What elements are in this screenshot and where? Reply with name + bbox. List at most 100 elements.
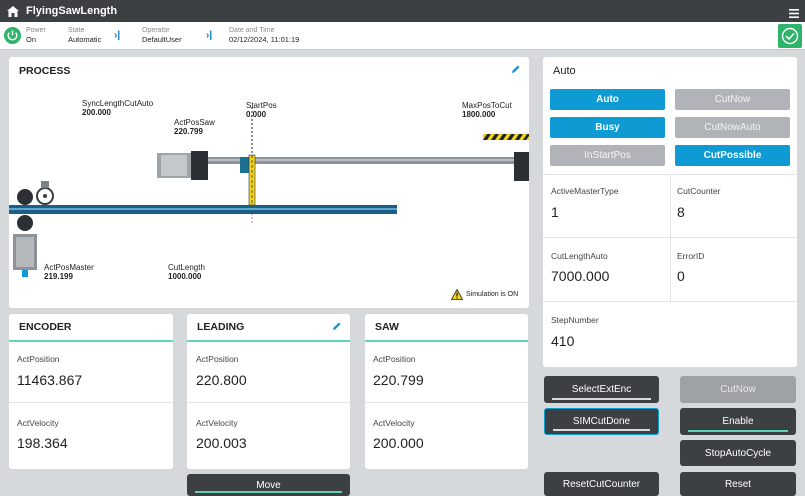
stop-auto-cycle-button[interactable]: StopAutoCycle bbox=[680, 440, 796, 466]
saw-position-value: 220.799 bbox=[373, 372, 424, 388]
sync-length-value: 200.000 bbox=[82, 108, 111, 117]
cut-length-auto-value: 7000.000 bbox=[551, 268, 610, 284]
act-pos-saw-readout: ActPosSaw 220.799 bbox=[174, 118, 215, 136]
encoder-position-value: 11463.867 bbox=[17, 372, 83, 388]
encoder-header: ENCODER bbox=[9, 314, 173, 342]
power-icon bbox=[4, 27, 21, 44]
state-value: Automatic bbox=[68, 35, 102, 44]
datetime-field: Date and Time 02/12/2024, 11:01:19 bbox=[229, 26, 299, 44]
datetime-label: Date and Time bbox=[229, 27, 275, 34]
sync-length-readout: SyncLengthCutAuto 200.000 bbox=[82, 99, 153, 117]
saw-drive bbox=[191, 151, 208, 180]
max-pos-readout: MaxPosToCut 1800.000 bbox=[462, 101, 512, 119]
reset-cut-counter-button[interactable]: ResetCutCounter bbox=[544, 472, 659, 496]
divider bbox=[365, 402, 528, 403]
cutnow-status-label: CutNow bbox=[714, 94, 751, 105]
act-pos-master-label: ActPosMaster bbox=[44, 263, 94, 272]
select-ext-enc-indicator bbox=[552, 398, 651, 400]
encoder-title: ENCODER bbox=[19, 321, 72, 333]
cut-now-label: CutNow bbox=[720, 384, 756, 395]
act-pos-saw-value: 220.799 bbox=[174, 127, 203, 136]
hamburger-menu-icon[interactable] bbox=[789, 5, 799, 23]
pencil-icon[interactable] bbox=[511, 64, 521, 77]
reset-label: Reset bbox=[724, 478, 752, 490]
cutnow-status: CutNow bbox=[675, 89, 790, 110]
max-pos-value: 1800.000 bbox=[462, 110, 496, 119]
leading-position-value: 220.800 bbox=[196, 372, 247, 388]
pencil-icon[interactable] bbox=[332, 321, 342, 334]
process-title: PROCESS bbox=[19, 65, 71, 77]
cutnowauto-status-label: CutNowAuto bbox=[704, 122, 761, 133]
saw-end-drive bbox=[514, 152, 529, 181]
divider bbox=[543, 237, 797, 238]
active-master-type-value: 1 bbox=[551, 204, 559, 220]
max-pos-label: MaxPosToCut bbox=[462, 101, 512, 110]
start-pos-value: 0.000 bbox=[246, 110, 267, 119]
step-number-label: StepNumber bbox=[551, 315, 599, 325]
operator-chevron-icon[interactable]: ›| bbox=[206, 30, 213, 41]
act-pos-master-readout: ActPosMaster 219.199 bbox=[44, 263, 94, 281]
select-ext-enc-button[interactable]: SelectExtEnc bbox=[544, 376, 659, 403]
busy-status: Busy bbox=[550, 117, 665, 138]
home-icon[interactable] bbox=[0, 5, 26, 17]
status-bar: Power On State Automatic ›| Operator Def… bbox=[0, 22, 805, 50]
leading-title: LEADING bbox=[197, 321, 245, 333]
auto-button[interactable]: Auto bbox=[550, 89, 665, 110]
saw-header: SAW bbox=[365, 314, 528, 342]
power-field: Power On bbox=[26, 26, 46, 44]
stop-auto-cycle-label: StopAutoCycle bbox=[704, 447, 772, 459]
move-indicator bbox=[195, 491, 342, 493]
divider bbox=[543, 301, 797, 302]
title-bar: FlyingSawLength bbox=[0, 0, 805, 22]
cut-length-value: 1000.000 bbox=[168, 272, 202, 281]
enable-label: Enable bbox=[722, 416, 754, 427]
process-panel: PROCESS SyncLengthCutAuto 200.00 bbox=[9, 57, 529, 308]
divider bbox=[187, 402, 350, 403]
state-field: State Automatic bbox=[68, 26, 101, 44]
auto-button-label: Auto bbox=[596, 94, 619, 105]
act-pos-master-value: 219.199 bbox=[44, 272, 73, 281]
encoder-velocity-label: ActVelocity bbox=[17, 418, 59, 428]
saw-position-label: ActPosition bbox=[373, 354, 416, 364]
status-ok-icon[interactable] bbox=[778, 24, 802, 48]
operator-label: Operator bbox=[142, 27, 170, 34]
warning-icon bbox=[451, 289, 463, 300]
state-label: State bbox=[68, 27, 85, 34]
sim-cut-done-label: SIMCutDone bbox=[572, 416, 631, 427]
upper-roller bbox=[17, 189, 33, 205]
simulation-indicator: Simulation is ON bbox=[451, 289, 518, 300]
sim-cut-done-indicator bbox=[553, 429, 650, 431]
max-pos-hazard-stripe bbox=[483, 134, 529, 140]
reset-button[interactable]: Reset bbox=[680, 472, 796, 496]
cut-counter-label: CutCounter bbox=[677, 186, 721, 196]
saw-panel: SAW ActPosition 220.799 ActVelocity 200.… bbox=[365, 314, 528, 469]
act-pos-saw-label: ActPosSaw bbox=[174, 118, 215, 127]
state-chevron-icon[interactable]: ›| bbox=[114, 30, 121, 41]
move-button[interactable]: Move bbox=[187, 474, 350, 496]
leading-velocity-label: ActVelocity bbox=[196, 418, 238, 428]
sync-length-label: SyncLengthCutAuto bbox=[82, 99, 154, 108]
operator-field: Operator DefaultUser bbox=[142, 26, 182, 44]
divider bbox=[9, 402, 173, 403]
auto-header: Auto bbox=[543, 57, 797, 85]
datetime-value: 02/12/2024, 11:01:19 bbox=[229, 35, 300, 44]
move-button-label: Move bbox=[256, 479, 281, 491]
enable-button[interactable]: Enable bbox=[680, 408, 796, 435]
operator-value: DefaultUser bbox=[142, 35, 182, 44]
saw-title: SAW bbox=[375, 321, 399, 333]
cutpossible-status-label: CutPossible bbox=[703, 150, 762, 161]
reset-cut-counter-label: ResetCutCounter bbox=[562, 478, 641, 490]
auto-panel: Auto Auto CutNow Busy CutNowAuto InStart… bbox=[543, 57, 797, 367]
saw-velocity-value: 200.000 bbox=[373, 435, 424, 451]
app-title: FlyingSawLength bbox=[26, 5, 118, 17]
sim-cut-done-button[interactable]: SIMCutDone bbox=[544, 408, 659, 435]
encoder-panel: ENCODER ActPosition 11463.867 ActVelocit… bbox=[9, 314, 173, 469]
encoder-position-label: ActPosition bbox=[17, 354, 60, 364]
power-label: Power bbox=[26, 27, 46, 34]
saw-velocity-label: ActVelocity bbox=[373, 418, 415, 428]
cut-now-button[interactable]: CutNow bbox=[680, 376, 796, 403]
enable-indicator bbox=[688, 430, 788, 432]
leading-position-label: ActPosition bbox=[196, 354, 239, 364]
busy-status-label: Busy bbox=[595, 122, 620, 133]
lower-roller bbox=[17, 215, 33, 231]
